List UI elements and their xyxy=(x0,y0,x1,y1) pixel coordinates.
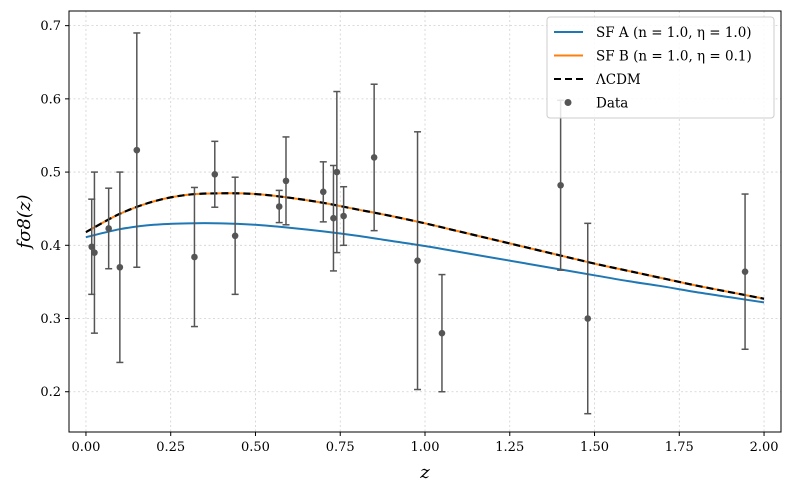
data-marker xyxy=(116,263,124,271)
legend-label: Data xyxy=(596,96,628,112)
x-axis: 0.00 0.25 0.50 0.75 1.00 1.25 1.50 1.75 2.00 xyxy=(71,432,779,455)
legend-item: SF A (n = 1.0, η = 1.0) xyxy=(554,25,752,41)
data-point xyxy=(282,136,290,226)
legend-item: ΛCDM xyxy=(554,72,641,88)
legend-box xyxy=(546,16,775,119)
y-axis-label: fσ8(z) xyxy=(14,195,35,251)
x-tick-label: 0.50 xyxy=(241,440,270,455)
data-marker xyxy=(741,268,749,275)
data-marker xyxy=(191,253,198,261)
data-marker xyxy=(584,315,592,322)
data-marker xyxy=(231,232,239,240)
data-marker xyxy=(330,214,337,222)
x-tick-label: 1.25 xyxy=(495,440,524,455)
data-marker xyxy=(91,249,98,256)
data-point xyxy=(319,161,327,223)
x-tick-label: 1.50 xyxy=(580,440,609,455)
series-sf-b xyxy=(85,192,765,300)
y-axis: 0.2 0.3 0.4 0.5 0.6 0.7 xyxy=(40,19,69,400)
data-marker xyxy=(282,177,290,185)
data-point xyxy=(275,189,283,224)
legend-item: Data xyxy=(564,96,628,112)
legend-label: ΛCDM xyxy=(595,72,641,88)
data-point xyxy=(105,187,113,270)
data-marker xyxy=(333,168,341,176)
y-tick-label: 0.2 xyxy=(40,385,61,400)
data-marker xyxy=(414,257,421,264)
series-lines xyxy=(85,192,765,304)
data-point xyxy=(190,186,198,328)
data-point xyxy=(90,171,98,334)
x-tick-label: 0.00 xyxy=(71,440,100,455)
data-point xyxy=(438,273,446,393)
y-tick-label: 0.3 xyxy=(40,312,61,327)
x-tick-label: 1.75 xyxy=(665,440,694,455)
y-tick-label: 0.4 xyxy=(40,239,61,254)
data-point xyxy=(116,171,124,364)
data-points xyxy=(88,32,749,415)
data-point xyxy=(414,131,422,391)
data-marker xyxy=(438,329,446,337)
data-point xyxy=(211,140,219,208)
x-tick-label: 0.25 xyxy=(156,440,185,455)
data-marker xyxy=(88,243,96,251)
data-point xyxy=(231,176,239,296)
x-tick-label: 2.00 xyxy=(750,440,779,455)
x-axis-label: z xyxy=(419,462,430,483)
grid xyxy=(69,11,781,432)
data-point xyxy=(88,198,96,296)
legend-label: SF B (n = 1.0, η = 0.1) xyxy=(596,49,752,65)
data-marker xyxy=(275,203,283,210)
data-point xyxy=(133,32,141,269)
data-point xyxy=(333,90,341,254)
legend-label: SF A (n = 1.0, η = 1.0) xyxy=(596,25,752,41)
data-point xyxy=(340,185,348,247)
legend-item: SF B (n = 1.0, η = 0.1) xyxy=(554,49,752,65)
legend-marker-icon xyxy=(564,99,572,106)
data-marker xyxy=(105,225,112,232)
data-marker xyxy=(133,146,141,154)
y-tick-label: 0.5 xyxy=(40,166,61,181)
legend: SF A (n = 1.0, η = 1.0) SF B (n = 1.0, η … xyxy=(546,16,775,119)
data-marker xyxy=(557,181,564,189)
data-marker xyxy=(319,188,327,196)
x-tick-label: 0.75 xyxy=(326,440,355,455)
data-marker xyxy=(340,212,347,220)
y-tick-label: 0.6 xyxy=(40,92,61,107)
data-point xyxy=(584,222,592,415)
y-tick-label: 0.7 xyxy=(40,19,61,34)
series-sf-a xyxy=(85,222,765,304)
data-marker xyxy=(211,170,219,178)
data-marker xyxy=(370,154,378,161)
data-point xyxy=(741,193,749,351)
data-point xyxy=(370,83,378,232)
x-tick-label: 1.00 xyxy=(411,440,440,455)
